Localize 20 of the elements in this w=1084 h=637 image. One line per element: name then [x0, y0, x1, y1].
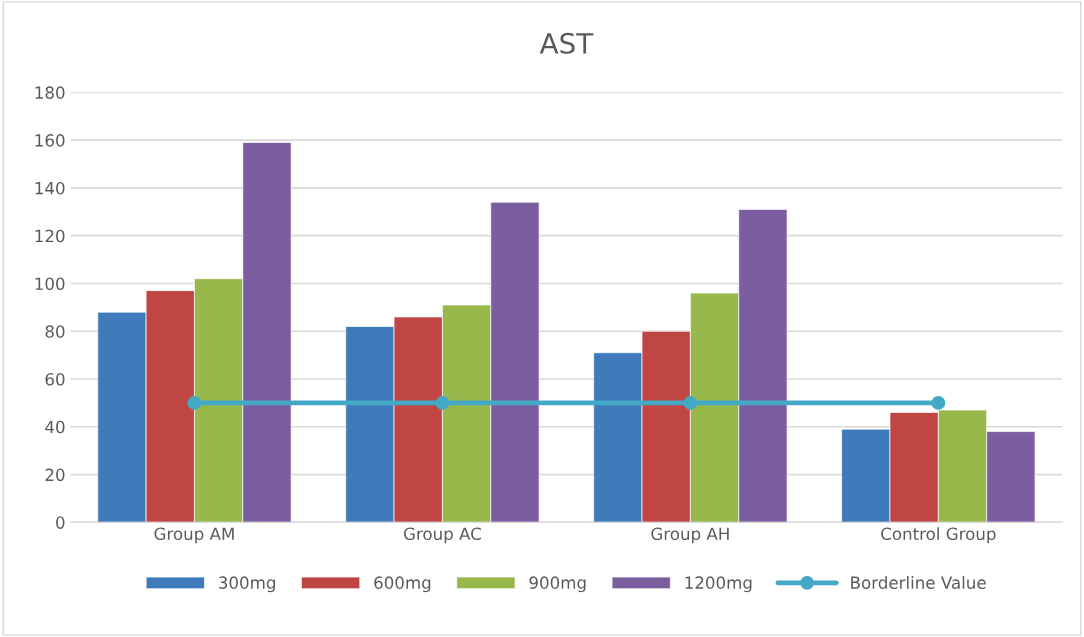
- legend-label: 1200mg: [685, 576, 752, 593]
- x-tick-label: Control Group: [881, 527, 996, 544]
- legend-label: 600mg: [374, 576, 431, 593]
- y-tick-label: 180: [35, 86, 65, 99]
- legend-label: Borderline Value: [851, 576, 986, 589]
- y-tick-label: 120: [35, 229, 65, 243]
- y-tick-label: 140: [35, 181, 65, 195]
- y-tick-label: 100: [35, 277, 65, 291]
- y-tick-label: 60: [45, 372, 65, 386]
- y-tick-label: 20: [45, 468, 65, 482]
- chart-title: AST: [539, 32, 594, 54]
- x-tick-label: Group AM: [154, 527, 234, 544]
- legend-label: 300mg: [219, 576, 275, 593]
- y-tick-label: 40: [45, 420, 65, 434]
- y-tick-label: 0: [56, 516, 65, 529]
- y-tick-label: 160: [35, 134, 65, 147]
- x-tick-label: Group AH: [651, 527, 729, 544]
- legend-label: 900mg: [529, 576, 586, 593]
- y-tick-label: 80: [45, 325, 65, 338]
- x-tick-label: Group AC: [403, 527, 481, 544]
